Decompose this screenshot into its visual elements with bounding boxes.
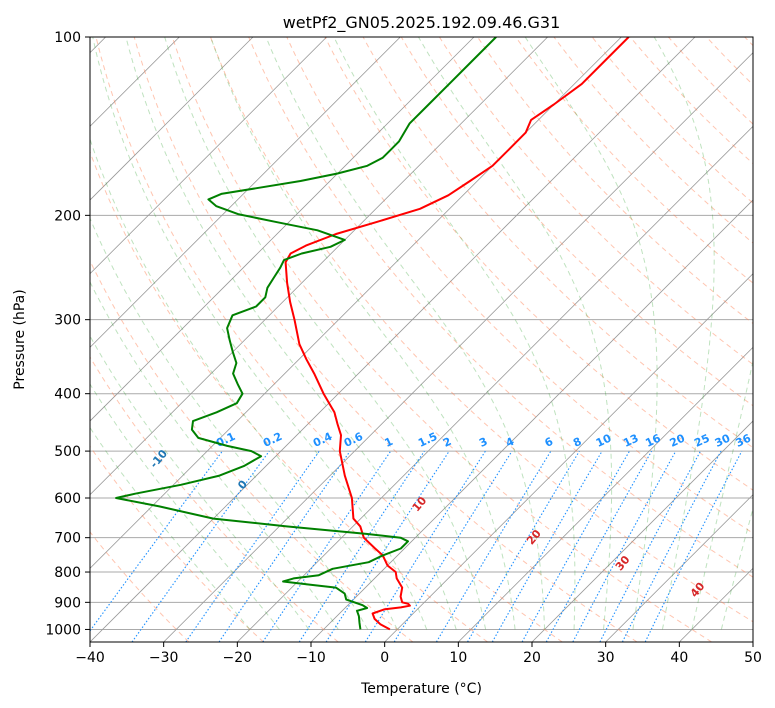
y-tick-label: 1000 <box>45 622 81 638</box>
isotherm-line <box>90 37 548 496</box>
y-tick-label: 500 <box>54 444 81 460</box>
moist-adiabat-line <box>524 37 658 630</box>
dry-adiabats <box>90 37 753 642</box>
mixing-ratio-line <box>90 450 223 632</box>
y-tick-label: 700 <box>54 531 81 547</box>
mixing-ratio-label: 10 <box>594 431 614 449</box>
x-tick-label: 40 <box>670 650 688 666</box>
mixing-ratio-line <box>393 450 513 642</box>
dry-adiabat-line <box>248 37 753 578</box>
x-axis-label: Temperature (°C) <box>360 681 482 697</box>
mixing-ratio-line <box>599 450 701 642</box>
plot-area: 0.10.20.40.611.52346810131620253036-100-… <box>90 37 754 642</box>
moist-adiabat-line <box>125 37 457 630</box>
dry-adiabat-line <box>324 37 753 491</box>
x-axis: −40 −30 −20 −10 0 10 20 30 40 50 <box>75 642 762 666</box>
mixing-ratio-line <box>131 450 270 642</box>
y-tick-label: 200 <box>54 208 81 224</box>
mixing-ratio-line <box>491 450 603 642</box>
x-tick-label: 20 <box>523 650 541 666</box>
y-tick-label: 800 <box>54 565 81 581</box>
mixing-ratio-lines <box>90 450 743 642</box>
dry-adiabat-line <box>90 531 190 642</box>
isobar-grid <box>90 37 753 630</box>
x-tick-label: 30 <box>597 650 615 666</box>
mixing-ratio-line <box>644 450 743 642</box>
moist-adiabats <box>90 37 753 630</box>
isotherm-line <box>90 37 254 201</box>
dry-adiabat-line <box>133 37 638 642</box>
mixing-ratio-line <box>572 450 677 642</box>
moist-adiabat-line <box>265 37 546 630</box>
mixing-ratio-line <box>325 450 450 642</box>
profile-series <box>115 37 630 631</box>
dry-adiabat-line <box>90 259 414 642</box>
x-tick-label: −20 <box>223 650 253 666</box>
moist-adiabat-line <box>164 37 487 630</box>
y-axis-label: Pressure (hPa) <box>12 289 28 389</box>
moist-adiabat-line <box>333 37 576 630</box>
moist-adiabat-line <box>90 426 251 630</box>
isotherm-line <box>384 273 753 642</box>
isotherm-line <box>310 199 753 642</box>
dry-adiabat-line <box>286 37 753 534</box>
mixing-ratio-label: 36 <box>734 431 754 449</box>
moist-adiabat-line <box>90 217 369 630</box>
y-tick-label: 400 <box>54 387 81 403</box>
isotherm-line <box>90 37 475 422</box>
x-tick-label: −10 <box>296 650 326 666</box>
dry-adiabat-line <box>90 356 339 642</box>
dry-adiabat-line <box>210 37 753 623</box>
dry-adiabat-line <box>95 37 563 642</box>
moist-adiabat-line <box>90 137 398 630</box>
dewpoint-profile-line <box>115 37 497 630</box>
mixing-ratio-label: 13 <box>621 432 640 450</box>
mixing-ratio-line <box>218 450 351 642</box>
mixing-ratio-label: 25 <box>692 432 711 450</box>
moist-adiabat-line <box>92 37 428 630</box>
isotherm-line <box>90 37 696 642</box>
y-tick-label: 600 <box>54 491 81 507</box>
x-tick-label: 10 <box>449 650 467 666</box>
isotherm-line <box>237 125 753 642</box>
isotherm-line <box>163 52 753 642</box>
mixing-ratio-line <box>298 450 425 642</box>
y-tick-label: 900 <box>54 595 81 611</box>
dry-adiabat-line <box>438 37 753 365</box>
moist-adiabat-line <box>653 37 715 630</box>
plot-frame <box>89 36 754 643</box>
mixing-ratio-label: 30 <box>713 431 733 449</box>
dry-adiabat-line <box>400 37 753 407</box>
mixing-ratio-line <box>364 450 486 642</box>
moist-adiabat-line <box>418 37 613 630</box>
dry-adiabat-line <box>362 37 753 449</box>
moist-adiabat-line <box>210 37 516 630</box>
isotherm-line <box>90 37 401 348</box>
x-tick-label: 0 <box>380 650 389 666</box>
mixing-ratio-line <box>185 450 320 642</box>
x-tick-label: 50 <box>744 650 762 666</box>
x-tick-label: −40 <box>75 650 105 666</box>
moist-adiabat-line <box>90 383 280 630</box>
x-tick-label: −30 <box>149 650 179 666</box>
mixing-ratio-label: 16 <box>643 431 663 449</box>
moist-adiabat-line <box>691 358 753 630</box>
y-tick-label: 100 <box>54 30 81 46</box>
chart-title: wetPf2_GN05.2025.192.09.46.G31 <box>283 13 561 33</box>
y-axis: 1000 900 800 700 600 500 400 300 200 100 <box>45 30 90 638</box>
mixing-ratio-label: 20 <box>668 431 688 449</box>
isotherm-line <box>458 346 753 642</box>
mixing-ratio-line <box>621 450 722 642</box>
isotherm-line <box>90 37 327 275</box>
isotherm-line <box>605 494 753 642</box>
isotherm-line <box>531 420 753 642</box>
mixing-ratio-line <box>521 450 630 642</box>
temperature-profile-line <box>284 37 630 631</box>
mixing-ratio-line <box>545 450 653 642</box>
y-tick-label: 300 <box>54 313 81 329</box>
